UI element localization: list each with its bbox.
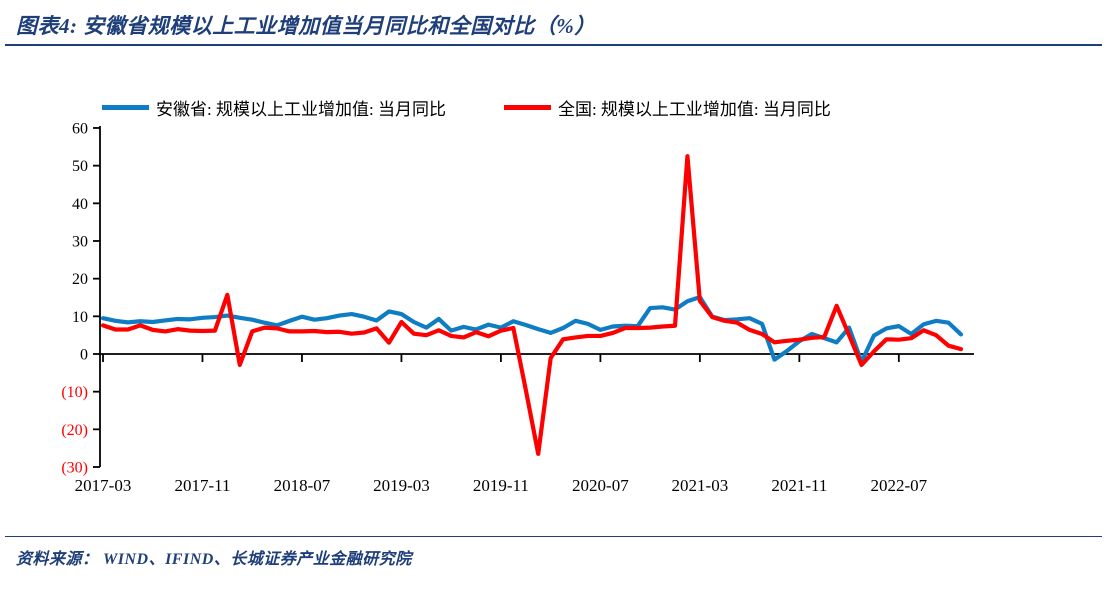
y-tick-label: 60: [72, 120, 88, 137]
legend-swatch-national: [503, 105, 551, 110]
x-tick-label: 2021-11: [771, 476, 827, 495]
title-divider: [5, 44, 1102, 46]
y-tick-label: 0: [80, 347, 88, 364]
y-tick-label: 20: [72, 271, 88, 288]
y-tick-label: 40: [72, 196, 88, 213]
figure-title: 图表4: 安徽省规模以上工业增加值当月同比和全国对比（%）: [16, 14, 596, 38]
y-tick-label: (30): [61, 460, 88, 477]
x-tick-label: 2019-03: [373, 476, 430, 495]
x-tick-label: 2017-11: [174, 476, 230, 495]
x-tick-label: 2020-07: [572, 476, 629, 495]
y-tick-label: 50: [72, 158, 88, 175]
x-tick-label: 2019-11: [473, 476, 529, 495]
legend-label-anhui: 安徽省: 规模以上工业增加值: 当月同比: [156, 100, 446, 119]
footer-divider: [5, 536, 1102, 537]
x-tick-label: 2017-03: [75, 476, 132, 495]
source-note: 资料来源： WIND、IFIND、长城证券产业金融研究院: [16, 551, 412, 568]
legend-item-national: 全国: 规模以上工业增加值: 当月同比: [503, 95, 831, 120]
national-series-line: [100, 154, 964, 456]
legend-label-national: 全国: 规模以上工业增加值: 当月同比: [557, 100, 831, 119]
y-tick-label: 10: [72, 309, 88, 326]
x-tick-label: 2022-07: [870, 476, 927, 495]
y-tick-label: (10): [61, 384, 88, 401]
legend-item-anhui: 安徽省: 规模以上工业增加值: 当月同比: [102, 95, 446, 120]
chart-legend: 安徽省: 规模以上工业增加值: 当月同比 全国: 规模以上工业增加值: 当月同比: [102, 95, 831, 120]
x-tick-label: 2021-03: [672, 476, 729, 495]
y-tick-label: 30: [72, 233, 88, 250]
legend-swatch-anhui: [102, 105, 149, 110]
y-tick-label: (20): [61, 422, 88, 439]
x-tick-label: 2018-07: [274, 476, 331, 495]
